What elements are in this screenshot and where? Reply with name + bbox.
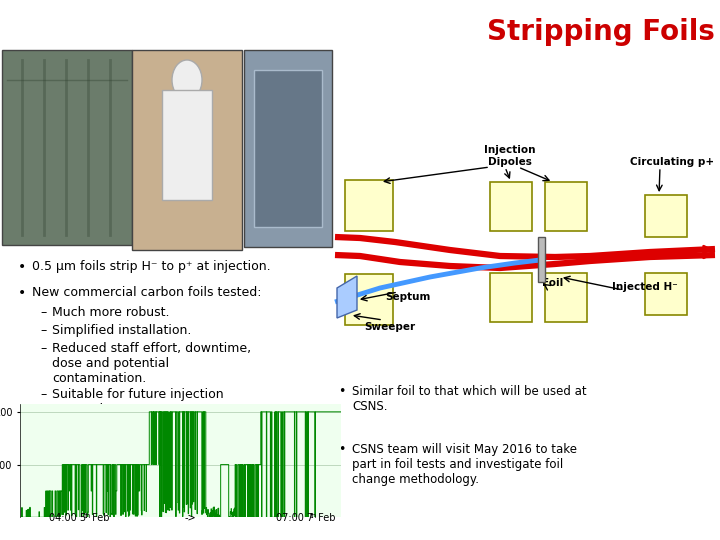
Text: –: – bbox=[40, 388, 46, 401]
Text: •: • bbox=[18, 260, 26, 274]
Bar bbox=[545, 273, 587, 322]
Text: New commercial carbon foils tested:: New commercial carbon foils tested: bbox=[32, 286, 261, 299]
Bar bbox=[345, 274, 393, 325]
Text: Reduced staff effort, downtime,
dose and potential
contamination.: Reduced staff effort, downtime, dose and… bbox=[52, 342, 251, 385]
Text: Feb: Feb bbox=[315, 512, 336, 523]
Bar bbox=[490, 273, 532, 322]
Bar bbox=[244, 50, 332, 247]
Text: Foil: Foil bbox=[542, 278, 563, 288]
Bar bbox=[2, 50, 132, 245]
Text: 0.5 μm foils strip H⁻ to p⁺ at injection.: 0.5 μm foils strip H⁻ to p⁺ at injection… bbox=[32, 260, 271, 273]
Text: th: th bbox=[84, 513, 91, 519]
Bar bbox=[645, 273, 687, 315]
Ellipse shape bbox=[172, 60, 202, 100]
Text: th: th bbox=[310, 513, 317, 519]
Text: 04:00 5: 04:00 5 bbox=[49, 512, 86, 523]
Text: Injection
Dipoles: Injection Dipoles bbox=[485, 145, 536, 167]
Bar bbox=[545, 182, 587, 231]
Text: –: – bbox=[40, 324, 46, 337]
Text: CSNS team will visit May 2016 to take
part in foil tests and investigate foil
ch: CSNS team will visit May 2016 to take pa… bbox=[352, 443, 577, 486]
Text: •: • bbox=[18, 286, 26, 300]
Bar bbox=[162, 90, 212, 200]
Text: Sweeper: Sweeper bbox=[364, 322, 415, 332]
Bar bbox=[538, 237, 545, 282]
Bar bbox=[345, 180, 393, 231]
Text: ->: -> bbox=[185, 512, 197, 523]
Text: Simplified installation.: Simplified installation. bbox=[52, 324, 192, 337]
Text: –: – bbox=[40, 306, 46, 319]
Text: •: • bbox=[338, 385, 346, 398]
Text: Suitable for future injection
energy increase.: Suitable for future injection energy inc… bbox=[52, 388, 224, 416]
Text: Circulating p+: Circulating p+ bbox=[630, 157, 714, 167]
Text: Similar foil to that which will be used at
CSNS.: Similar foil to that which will be used … bbox=[352, 385, 587, 413]
Text: Much more robust.: Much more robust. bbox=[52, 306, 169, 319]
Bar bbox=[645, 195, 687, 237]
Text: Injected H⁻: Injected H⁻ bbox=[612, 282, 678, 292]
Text: –: – bbox=[40, 342, 46, 355]
Text: Stripping Foils: Stripping Foils bbox=[487, 18, 715, 46]
Text: Septum: Septum bbox=[385, 292, 431, 302]
Text: Feb: Feb bbox=[89, 512, 109, 523]
Text: •: • bbox=[338, 443, 346, 456]
Polygon shape bbox=[337, 276, 357, 318]
Bar bbox=[254, 70, 322, 227]
Bar bbox=[132, 50, 242, 250]
Text: 07:00 7: 07:00 7 bbox=[276, 512, 313, 523]
Bar bbox=[490, 182, 532, 231]
